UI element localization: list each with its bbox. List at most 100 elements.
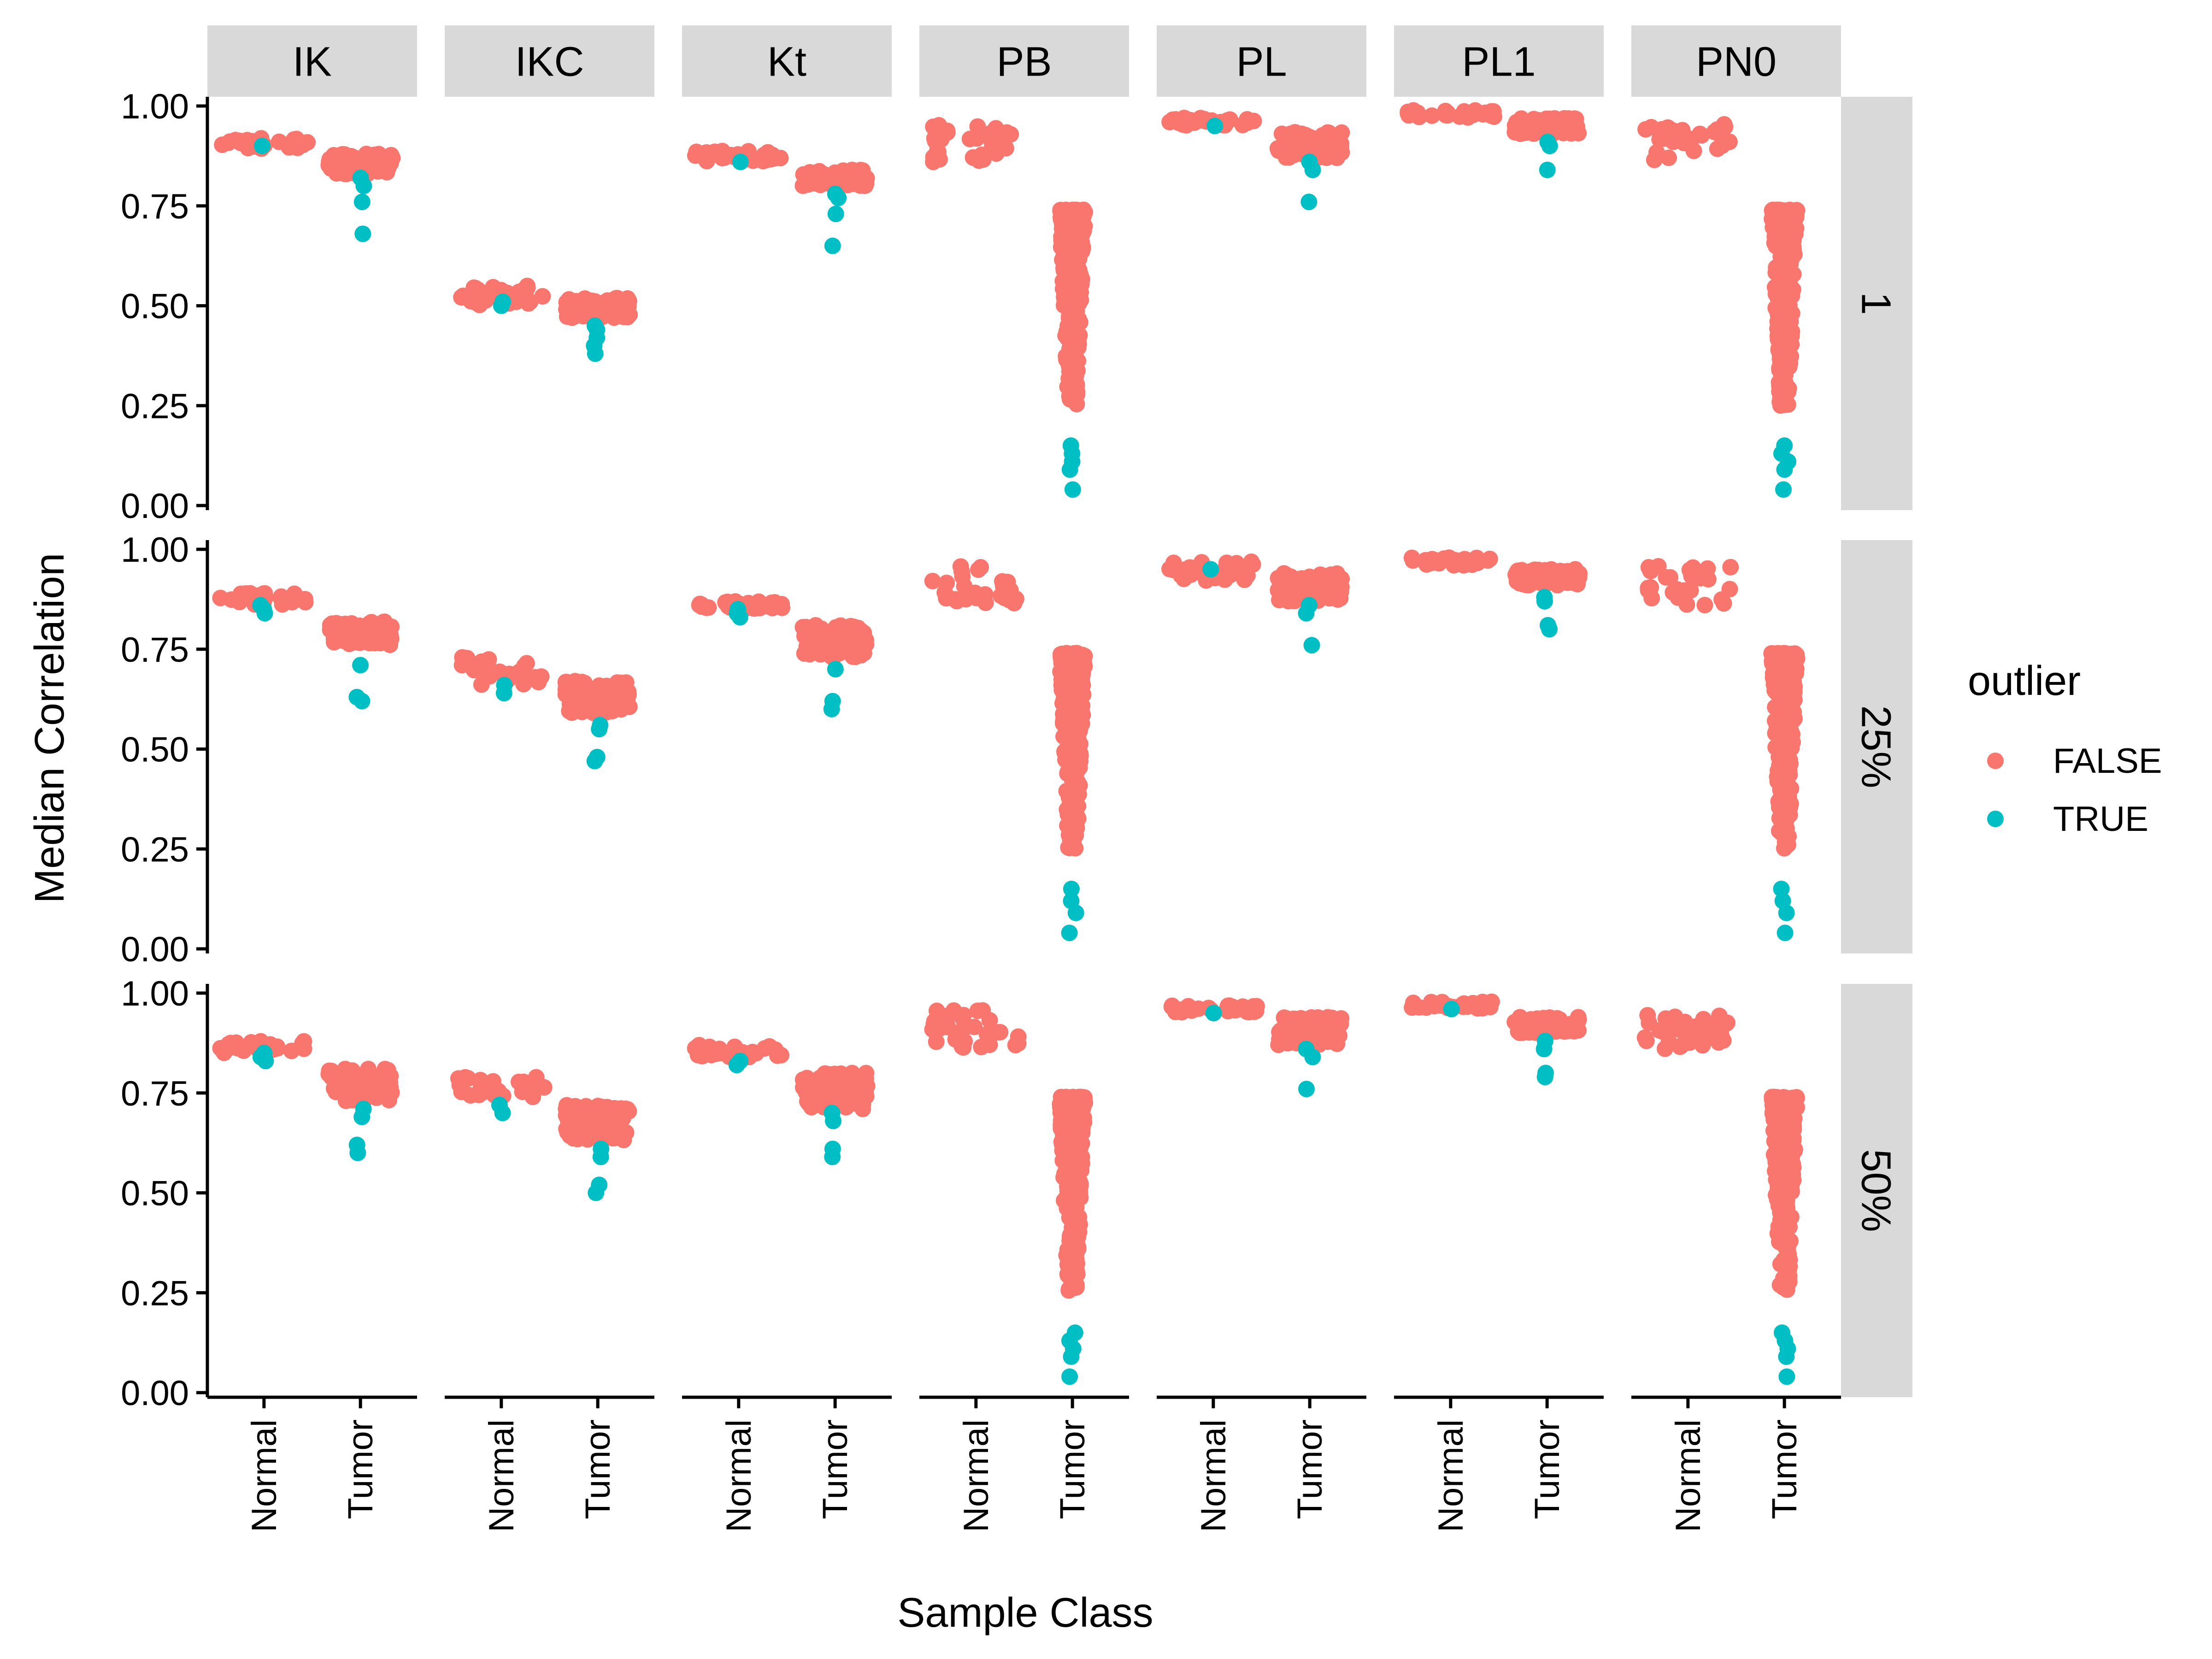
point-false — [1776, 269, 1793, 286]
point-true — [1062, 437, 1079, 454]
point-true — [1539, 161, 1556, 178]
strip-kt — [682, 25, 892, 97]
point-true — [256, 1045, 273, 1062]
panel-pl-50pct — [1163, 997, 1350, 1098]
point-false — [761, 1038, 778, 1055]
x-axis-title: Sample Class — [897, 1590, 1153, 1636]
x-tick-label-normal: Normal — [719, 1419, 759, 1532]
point-false — [338, 152, 355, 169]
point-true — [732, 1053, 749, 1070]
point-false — [813, 173, 830, 190]
point-false — [382, 147, 400, 164]
strip-pn0 — [1631, 25, 1841, 97]
strip-label-pn0: PN0 — [1696, 39, 1777, 85]
point-false — [1272, 139, 1289, 156]
row-strip-1 — [1841, 97, 1912, 510]
legend-swatch-true — [1987, 811, 2004, 827]
point-false — [1006, 594, 1023, 612]
point-false — [1660, 149, 1677, 166]
y-axis-title: Median Correlation — [27, 553, 73, 903]
point-false — [1784, 217, 1801, 234]
y-tick-label: 0.25 — [121, 1274, 189, 1313]
point-true — [1303, 637, 1320, 654]
point-false — [1721, 133, 1738, 150]
point-false — [1063, 725, 1080, 742]
point-false — [599, 1104, 616, 1121]
row-strip-label-50pct: 50% — [1853, 1149, 1899, 1232]
point-false — [1058, 708, 1075, 725]
point-false — [1059, 227, 1077, 244]
point-false — [269, 1040, 286, 1057]
y-tick-label: 0.75 — [121, 1074, 189, 1113]
point-false — [1767, 1096, 1784, 1113]
point-false — [1640, 582, 1657, 599]
point-false — [827, 639, 844, 656]
point-false — [1769, 1118, 1786, 1135]
point-false — [1512, 1009, 1529, 1026]
point-false — [330, 1076, 347, 1093]
point-true — [1298, 1041, 1315, 1058]
point-false — [1639, 1007, 1656, 1024]
point-true — [1773, 1324, 1790, 1341]
point-false — [1077, 204, 1094, 221]
point-false — [519, 1081, 536, 1098]
point-false — [1780, 330, 1797, 347]
point-true — [591, 1177, 608, 1194]
point-false — [1767, 683, 1784, 700]
point-false — [470, 281, 487, 298]
panel-pb-1 — [925, 117, 1094, 498]
point-false — [1777, 1207, 1794, 1224]
point-false — [966, 1018, 983, 1035]
point-true — [1066, 1324, 1083, 1341]
point-true — [593, 1141, 610, 1158]
point-false — [1783, 780, 1800, 797]
point-false — [938, 574, 955, 591]
point-false — [450, 1070, 467, 1087]
point-false — [925, 1015, 942, 1032]
point-false — [1700, 571, 1717, 588]
point-true — [1206, 118, 1224, 135]
point-true — [1063, 892, 1080, 909]
x-tick-label-tumor: Tumor — [578, 1419, 618, 1519]
point-false — [214, 136, 231, 153]
point-false — [969, 1002, 986, 1019]
point-true — [1773, 880, 1790, 897]
point-true — [1061, 924, 1078, 941]
point-true — [732, 153, 749, 171]
point-false — [1776, 726, 1793, 743]
point-true — [1539, 134, 1556, 151]
point-false — [594, 294, 612, 312]
point-false — [851, 168, 868, 185]
point-false — [1518, 564, 1535, 581]
point-false — [1271, 1031, 1288, 1048]
point-false — [568, 1124, 585, 1141]
point-false — [799, 1093, 816, 1110]
point-false — [1474, 996, 1491, 1013]
point-false — [1779, 836, 1796, 853]
point-false — [1765, 203, 1783, 220]
point-false — [356, 153, 373, 170]
point-false — [1327, 129, 1344, 146]
point-false — [212, 589, 229, 606]
point-false — [289, 591, 306, 608]
point-false — [294, 136, 312, 153]
point-false — [473, 1084, 490, 1101]
point-false — [1072, 657, 1089, 674]
point-false — [1068, 395, 1085, 412]
strip-label-kt: Kt — [767, 39, 806, 85]
panel-pn0-1 — [1637, 116, 1806, 498]
x-tick-label-tumor: Tumor — [816, 1419, 855, 1519]
y-tick-label: 1.00 — [121, 974, 189, 1013]
point-true — [1776, 437, 1793, 454]
point-false — [800, 638, 817, 655]
strip-ikc — [445, 25, 654, 97]
point-false — [1681, 1034, 1698, 1051]
point-false — [371, 626, 388, 643]
point-false — [1295, 571, 1312, 588]
y-tick-label: 0.50 — [121, 287, 189, 326]
panel-pn0-50pct — [1636, 1007, 1805, 1385]
strip-pb — [919, 25, 1129, 97]
panel-kt-50pct — [687, 1037, 876, 1165]
point-false — [459, 650, 476, 667]
point-false — [1074, 705, 1091, 722]
